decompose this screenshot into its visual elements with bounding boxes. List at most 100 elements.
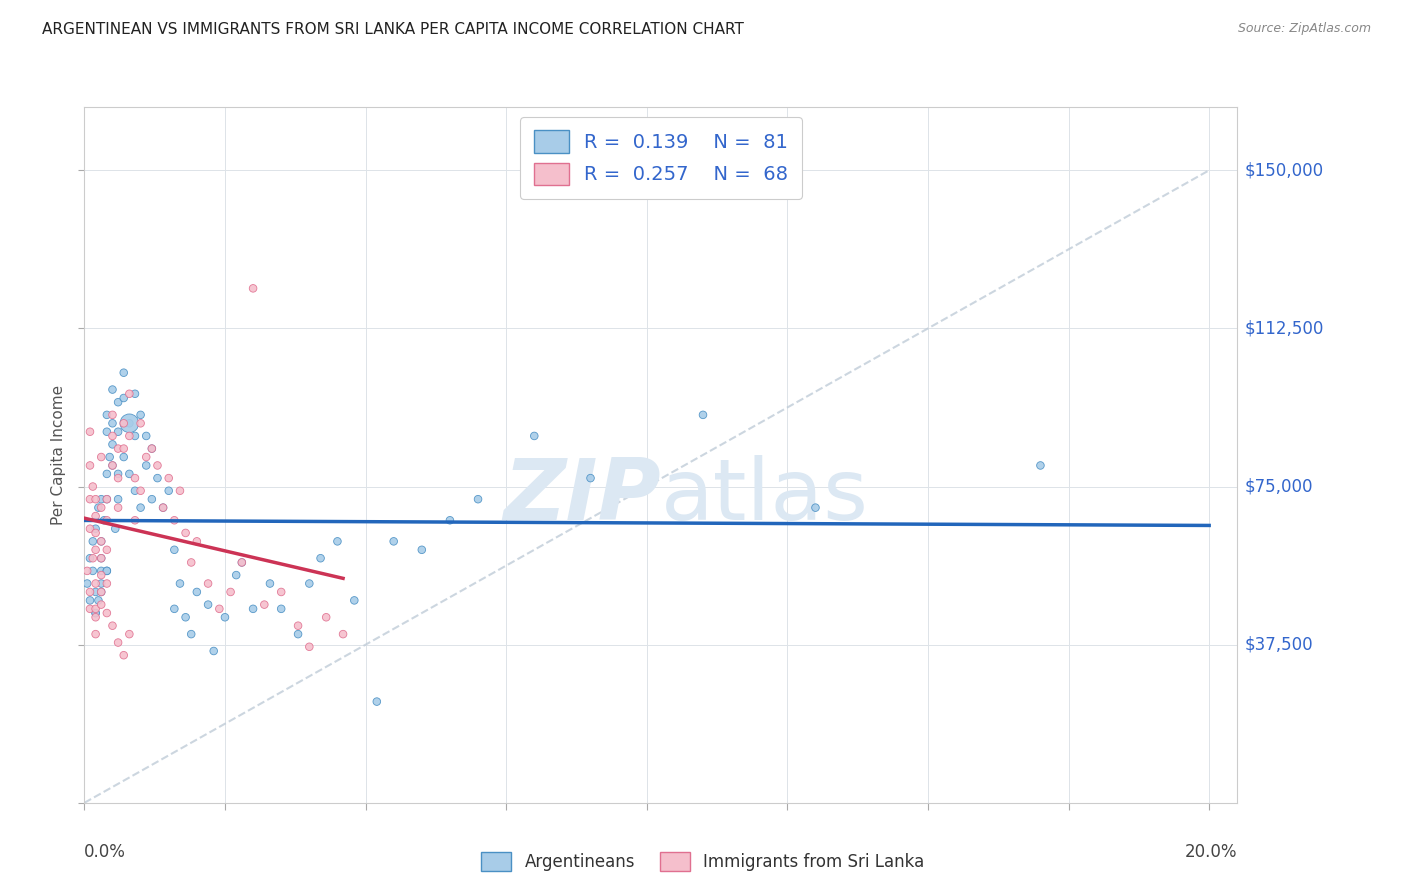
Point [174, 610, 197, 624]
Point [90, 500, 112, 515]
Point [439, 513, 461, 527]
Point [84, 606, 107, 620]
Point [343, 593, 366, 607]
Point [107, 492, 129, 507]
Point [96, 492, 118, 507]
Text: 0.0%: 0.0% [84, 843, 127, 861]
Point [270, 585, 292, 599]
Point [76, 564, 98, 578]
Point [141, 442, 163, 456]
Point [467, 492, 489, 507]
Point [90, 585, 112, 599]
Point [82, 534, 104, 549]
Point [107, 425, 129, 439]
Point [231, 556, 253, 570]
Point [253, 598, 276, 612]
Point [118, 627, 141, 641]
Point [93, 513, 115, 527]
Point [135, 450, 157, 464]
Text: atlas: atlas [661, 455, 869, 538]
Point [90, 576, 112, 591]
Point [79, 593, 101, 607]
Point [79, 522, 101, 536]
Point [197, 598, 219, 612]
Point [90, 585, 112, 599]
Point [98, 450, 121, 464]
Text: $150,000: $150,000 [1244, 161, 1323, 179]
Point [112, 417, 135, 431]
Point [101, 408, 124, 422]
Point [129, 417, 152, 431]
Point [90, 534, 112, 549]
Point [90, 598, 112, 612]
Point [84, 627, 107, 641]
Point [382, 534, 405, 549]
Point [579, 471, 602, 485]
Point [101, 458, 124, 473]
Point [84, 522, 107, 536]
Point [107, 395, 129, 409]
Point [146, 471, 169, 485]
Point [101, 618, 124, 632]
Y-axis label: Per Capita Income: Per Capita Income [51, 384, 66, 525]
Point [124, 483, 146, 498]
Point [90, 450, 112, 464]
Point [101, 458, 124, 473]
Point [202, 644, 225, 658]
Point [79, 551, 101, 566]
Point [96, 492, 118, 507]
Point [112, 648, 135, 663]
Point [270, 602, 292, 616]
Point [84, 492, 107, 507]
Point [118, 467, 141, 481]
Point [135, 429, 157, 443]
Point [96, 542, 118, 557]
Point [298, 576, 321, 591]
Point [366, 695, 388, 709]
Point [90, 492, 112, 507]
Legend: R =  0.139    N =  81, R =  0.257    N =  68: R = 0.139 N = 81, R = 0.257 N = 68 [520, 117, 801, 199]
Point [107, 442, 129, 456]
Point [82, 551, 104, 566]
Point [146, 458, 169, 473]
Text: $75,000: $75,000 [1244, 477, 1313, 496]
Point [174, 525, 197, 540]
Point [186, 585, 208, 599]
Point [332, 627, 354, 641]
Legend: Argentineans, Immigrants from Sri Lanka: Argentineans, Immigrants from Sri Lanka [472, 843, 934, 880]
Point [242, 281, 264, 295]
Point [309, 551, 332, 566]
Point [112, 366, 135, 380]
Point [1029, 458, 1052, 473]
Point [180, 556, 202, 570]
Text: ZIP: ZIP [503, 455, 661, 538]
Point [152, 500, 174, 515]
Text: $37,500: $37,500 [1244, 636, 1313, 654]
Text: Source: ZipAtlas.com: Source: ZipAtlas.com [1237, 22, 1371, 36]
Point [157, 483, 180, 498]
Point [231, 556, 253, 570]
Point [82, 564, 104, 578]
Point [129, 408, 152, 422]
Point [129, 483, 152, 498]
Text: ARGENTINEAN VS IMMIGRANTS FROM SRI LANKA PER CAPITA INCOME CORRELATION CHART: ARGENTINEAN VS IMMIGRANTS FROM SRI LANKA… [42, 22, 744, 37]
Point [124, 386, 146, 401]
Point [287, 618, 309, 632]
Point [804, 500, 827, 515]
Point [107, 467, 129, 481]
Text: 20.0%: 20.0% [1185, 843, 1237, 861]
Point [124, 513, 146, 527]
Point [135, 458, 157, 473]
Point [118, 386, 141, 401]
Point [76, 576, 98, 591]
Point [112, 442, 135, 456]
Point [219, 585, 242, 599]
Point [163, 542, 186, 557]
Point [225, 568, 247, 582]
Point [84, 585, 107, 599]
Point [107, 500, 129, 515]
Point [152, 500, 174, 515]
Point [118, 429, 141, 443]
Point [90, 564, 112, 578]
Point [96, 606, 118, 620]
